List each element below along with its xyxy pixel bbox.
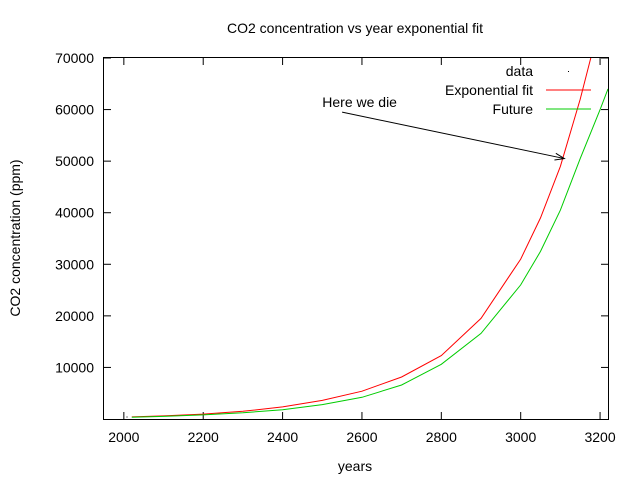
x-tick-label: 3200 [584, 429, 615, 445]
x-tick-label: 3000 [505, 429, 536, 445]
series-line-future [131, 88, 608, 418]
annotation-arrowhead [554, 152, 566, 161]
plot-area [103, 57, 609, 420]
y-tick-label: 20000 [55, 308, 94, 324]
x-tick-label: 2800 [426, 429, 457, 445]
legend-swatch-data [568, 71, 569, 72]
data-point [126, 416, 128, 418]
annotation: Here we die [322, 94, 566, 161]
axis-ticks: 2000 2200 2400 2600 2800 3000 3200 10000 20000 30… [55, 50, 616, 445]
x-tick-label: 2600 [346, 429, 377, 445]
y-tick-label: 10000 [55, 359, 94, 375]
y-axis-label: CO2 concentration (ppm) [7, 159, 23, 316]
y-tick-label: 70000 [55, 50, 94, 66]
x-tick-label: 2000 [108, 429, 139, 445]
y-tick-label: 60000 [55, 102, 94, 118]
y-tick-label: 40000 [55, 205, 94, 221]
legend-label-data: data [506, 63, 533, 79]
x-tick-label: 2200 [188, 429, 219, 445]
data-series [126, 58, 608, 418]
series-line-exponential-fit [131, 58, 592, 418]
annotation-text: Here we die [322, 94, 397, 110]
chart-title: CO2 concentration vs year exponential fi… [227, 20, 483, 36]
y-tick-label: 50000 [55, 153, 94, 169]
annotation-arrow [342, 111, 565, 160]
y-tick-label: 30000 [55, 256, 94, 272]
legend-label-future: Future [493, 101, 534, 117]
x-tick-label: 2400 [267, 429, 298, 445]
legend-label-exponential-fit: Exponential fit [445, 82, 533, 98]
x-axis-label: years [338, 458, 372, 474]
legend: data Exponential fit Future [445, 63, 591, 117]
